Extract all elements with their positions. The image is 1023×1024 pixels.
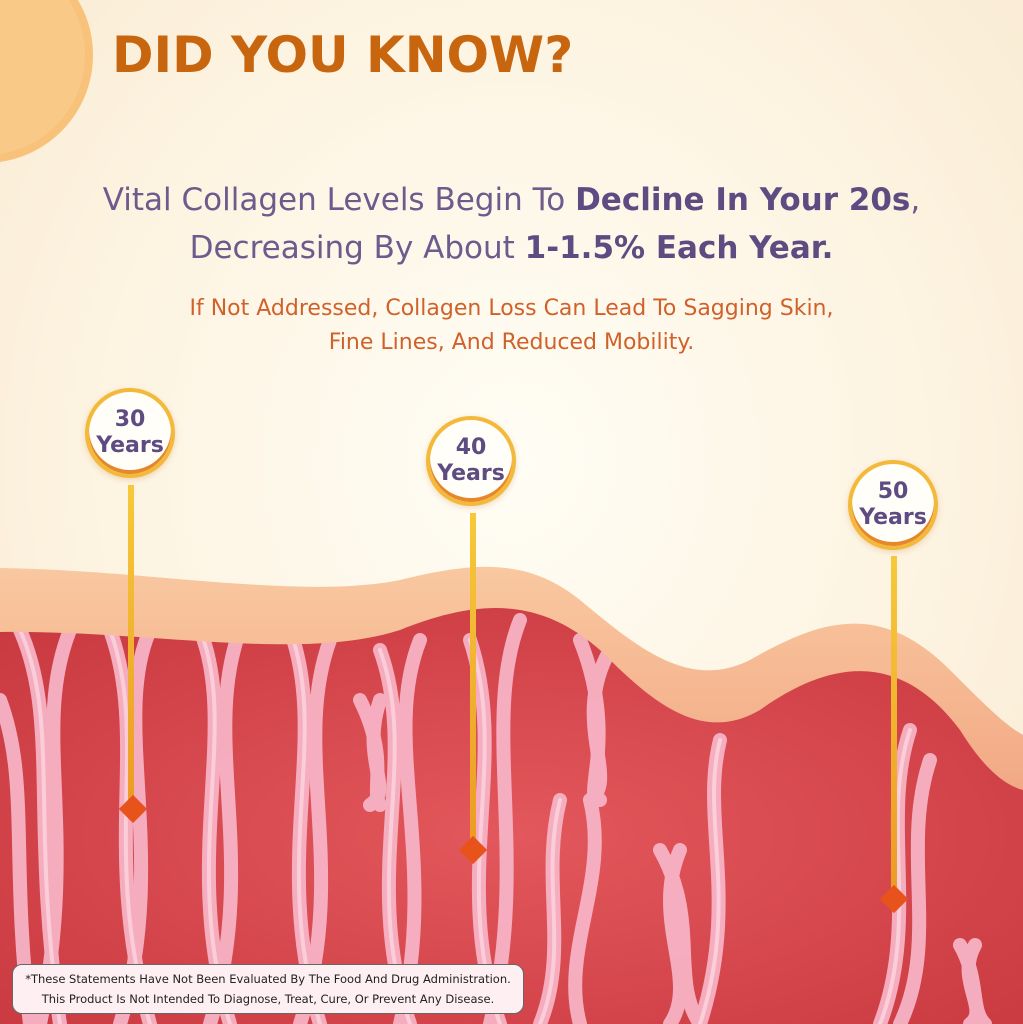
marker-unit: Years	[96, 433, 164, 458]
subheading-line-2: Decreasing By About 1-1.5% Each Year.	[189, 230, 834, 266]
epidermis-layer	[0, 566, 1023, 790]
age-marker-30: 30 Years	[85, 388, 175, 478]
marker-unit: Years	[859, 505, 927, 530]
note-line-1: If Not Addressed, Collagen Loss Can Lead…	[189, 296, 834, 321]
fda-disclaimer: *These Statements Have Not Been Evaluate…	[12, 964, 524, 1014]
marker-age: 30	[114, 407, 146, 432]
subheading-line-1: Vital Collagen Levels Begin To Decline I…	[102, 182, 921, 218]
headline: DID YOU KNOW?	[112, 26, 574, 84]
diamond-40	[458, 835, 488, 865]
marker-age: 40	[455, 435, 487, 460]
diamond-50	[879, 884, 909, 914]
note-line-2: Fine Lines, And Reduced Mobility.	[328, 330, 695, 355]
pin-50	[891, 556, 897, 900]
age-marker-40: 40 Years	[426, 416, 516, 506]
timeline-pins	[118, 485, 909, 914]
age-marker-50: 50 Years	[848, 460, 938, 550]
diamond-30	[118, 794, 148, 824]
marker-age: 50	[877, 479, 909, 504]
disclaimer-line-2: This Product Is Not Intended To Diagnose…	[41, 992, 495, 1006]
pin-40	[470, 513, 476, 851]
pin-30	[128, 485, 134, 810]
disclaimer-line-1: *These Statements Have Not Been Evaluate…	[25, 972, 511, 986]
marker-unit: Years	[437, 461, 505, 486]
